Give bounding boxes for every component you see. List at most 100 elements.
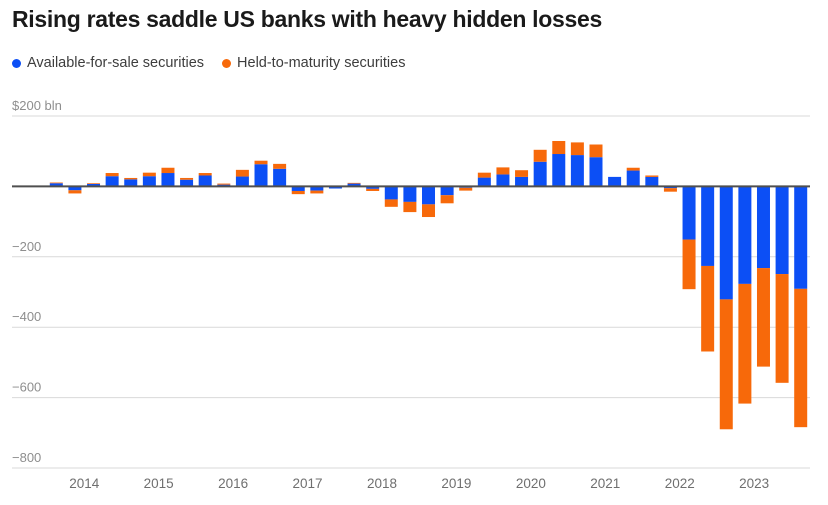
- x-axis-year-label: 2018: [367, 476, 397, 491]
- y-axis-label: −400: [12, 309, 41, 324]
- bar-segment-held-to-maturity: [756, 268, 770, 367]
- x-axis-year-label: 2014: [69, 476, 100, 491]
- bar-segment-held-to-maturity: [552, 140, 566, 155]
- legend-label-available-for-sale: Available-for-sale securities: [27, 55, 205, 71]
- bar-segment-held-to-maturity: [422, 204, 436, 218]
- bar-segment-held-to-maturity: [49, 182, 63, 184]
- bar-segment-available-for-sale: [347, 183, 361, 187]
- legend-label-held-to-maturity: Held-to-maturity securities: [237, 55, 406, 71]
- bar-segment-available-for-sale: [142, 176, 156, 187]
- bar-segment-available-for-sale: [68, 186, 82, 191]
- bar-segment-held-to-maturity: [403, 201, 417, 213]
- bar-segment-held-to-maturity: [142, 172, 156, 177]
- bar-segment-available-for-sale: [756, 186, 770, 269]
- bar-segment-available-for-sale: [366, 186, 380, 189]
- bar-segment-available-for-sale: [794, 186, 808, 289]
- bar-segment-held-to-maturity: [589, 144, 603, 158]
- bar-segment-available-for-sale: [87, 183, 101, 187]
- bar-segment-available-for-sale: [440, 186, 454, 196]
- legend-dot-orange-icon: [222, 58, 232, 68]
- bar-segment-available-for-sale: [570, 155, 584, 187]
- bar-segment-available-for-sale: [533, 161, 547, 187]
- x-axis-year-label: 2016: [218, 476, 248, 491]
- y-axis-label: −800: [12, 450, 41, 465]
- bar-segment-held-to-maturity: [775, 274, 789, 383]
- bar-segment-available-for-sale: [328, 186, 342, 189]
- x-axis-year-label: 2017: [293, 476, 323, 491]
- bar-segment-available-for-sale: [682, 186, 696, 240]
- bar-segment-held-to-maturity: [124, 177, 138, 180]
- bar-segment-available-for-sale: [496, 174, 510, 187]
- bar-segment-held-to-maturity: [105, 173, 119, 177]
- bar-segment-available-for-sale: [254, 164, 268, 187]
- bar-segment-held-to-maturity: [68, 190, 82, 194]
- bar-segment-held-to-maturity: [347, 182, 361, 184]
- bar-segment-available-for-sale: [198, 175, 212, 187]
- bar-segment-available-for-sale: [384, 186, 398, 200]
- bar-segment-available-for-sale: [49, 183, 63, 187]
- bar-segment-held-to-maturity: [738, 283, 752, 404]
- x-axis-year-label: 2015: [144, 476, 174, 491]
- legend-dot-blue-icon: [12, 58, 21, 68]
- bar-segment-held-to-maturity: [626, 167, 640, 171]
- bar-segment-held-to-maturity: [794, 288, 808, 428]
- bar-segment-available-for-sale: [645, 176, 659, 187]
- bar-segment-held-to-maturity: [254, 160, 268, 165]
- bar-segment-available-for-sale: [775, 186, 789, 275]
- bar-segment-available-for-sale: [515, 176, 529, 187]
- bar-segment-available-for-sale: [105, 176, 119, 187]
- x-axis-year-label: 2020: [516, 476, 546, 491]
- bar-segment-available-for-sale: [124, 179, 138, 187]
- bar-segment-held-to-maturity: [87, 183, 101, 184]
- chart-title: Rising rates saddle US banks with heavy …: [12, 6, 602, 32]
- bar-segment-held-to-maturity: [198, 173, 212, 176]
- bar-segment-available-for-sale: [589, 157, 603, 187]
- legend-item-held-to-maturity: Held-to-maturity securities: [222, 55, 405, 71]
- bar-segment-held-to-maturity: [384, 199, 398, 207]
- bar-segment-available-for-sale: [608, 176, 622, 187]
- bar-segment-held-to-maturity: [719, 299, 733, 430]
- bar-segment-held-to-maturity: [273, 163, 287, 169]
- bar-segment-available-for-sale: [701, 186, 715, 266]
- bar-segment-available-for-sale: [291, 186, 305, 191]
- chart-legend: Available-for-sale securities Held-to-ma…: [12, 55, 405, 71]
- bar-segment-available-for-sale: [403, 186, 417, 202]
- bar-segment-held-to-maturity: [477, 172, 491, 178]
- bar-segment-available-for-sale: [161, 173, 175, 187]
- bar-segment-available-for-sale: [552, 154, 566, 187]
- bar-segment-held-to-maturity: [291, 190, 305, 195]
- bar-segment-held-to-maturity: [663, 188, 677, 192]
- x-axis-year-label: 2022: [665, 476, 695, 491]
- bar-segment-held-to-maturity: [217, 183, 231, 185]
- bar-segment-available-for-sale: [273, 168, 287, 187]
- y-axis-label: $200 bln: [12, 98, 62, 113]
- bar-segment-available-for-sale: [626, 170, 640, 187]
- bar-segment-held-to-maturity: [496, 167, 510, 175]
- bar-segment-available-for-sale: [180, 179, 194, 187]
- legend-item-available-for-sale: Available-for-sale securities: [12, 55, 204, 71]
- bar-segment-held-to-maturity: [161, 167, 175, 174]
- bar-segment-held-to-maturity: [515, 170, 529, 177]
- bar-segment-held-to-maturity: [366, 188, 380, 191]
- bar-segment-available-for-sale: [719, 186, 733, 300]
- bar-segment-available-for-sale: [738, 186, 752, 284]
- bar-segment-held-to-maturity: [235, 169, 249, 177]
- bar-segment-available-for-sale: [310, 186, 324, 191]
- bar-segment-held-to-maturity: [682, 239, 696, 290]
- x-axis-year-label: 2021: [590, 476, 620, 491]
- bar-segment-held-to-maturity: [180, 177, 194, 180]
- bar-segment-held-to-maturity: [310, 190, 324, 194]
- bar-segment-held-to-maturity: [533, 149, 547, 162]
- bar-segment-held-to-maturity: [570, 142, 584, 156]
- y-axis-label: −600: [12, 380, 41, 395]
- bar-segment-available-for-sale: [477, 177, 491, 187]
- bar-segment-held-to-maturity: [645, 175, 659, 177]
- x-axis-year-label: 2019: [441, 476, 471, 491]
- bar-segment-available-for-sale: [422, 186, 436, 205]
- bar-segment-available-for-sale: [235, 176, 249, 187]
- bar-segment-held-to-maturity: [459, 187, 473, 191]
- y-axis-label: −200: [12, 239, 41, 254]
- bar-segment-held-to-maturity: [701, 265, 715, 352]
